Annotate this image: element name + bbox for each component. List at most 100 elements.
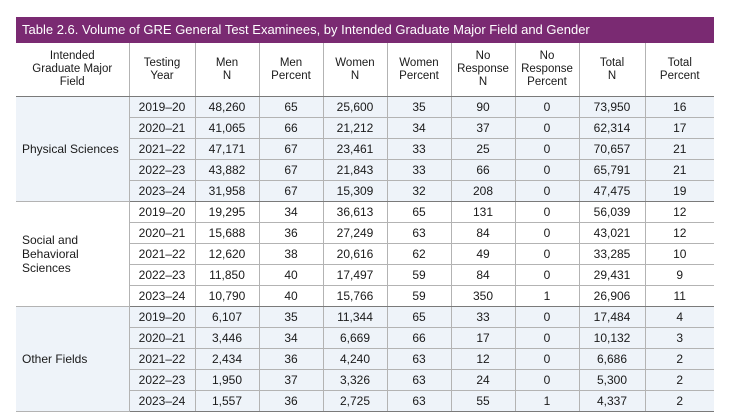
value-cell: 12,620 <box>194 243 259 265</box>
value-cell: 65 <box>386 306 451 328</box>
value-cell: 12 <box>644 201 714 223</box>
table-body: Physical Sciences 2019–20 48,260 65 25,600 35… <box>16 96 714 412</box>
value-cell: 0 <box>514 306 579 328</box>
field-cell: Social and Behavioral Sciences <box>16 201 129 307</box>
year-cell: 2019–20 <box>128 201 195 223</box>
value-cell: 0 <box>514 369 579 391</box>
table-row: Physical Sciences 2019–20 48,260 65 25,600 35… <box>16 96 714 202</box>
value-cell: 11,344 <box>322 306 387 328</box>
value-cell: 208 <box>450 180 515 202</box>
value-cell: 17,497 <box>322 264 387 286</box>
year-cell: 2020–21 <box>128 117 195 139</box>
value-cell: 33 <box>386 138 451 160</box>
field-label: Physical Sciences <box>22 142 119 156</box>
table-row: 2023–24 31,958 67 15,309 32 208 0 47,475 19 <box>16 180 714 202</box>
field-cell: Other Fields <box>16 306 129 412</box>
value-cell: 3,446 <box>194 327 259 349</box>
value-cell: 65 <box>386 201 451 223</box>
value-cell: 12 <box>644 222 714 244</box>
value-cell: 40 <box>258 264 323 286</box>
column-header-line: Graduate Major <box>32 63 113 75</box>
column-header-line: No <box>539 50 555 62</box>
field-cell: Physical Sciences <box>16 96 129 202</box>
value-cell: 15,309 <box>322 180 387 202</box>
value-cell: 11,850 <box>194 264 259 286</box>
value-cell: 49 <box>450 243 515 265</box>
value-cell: 0 <box>514 159 579 181</box>
column-header-line: Response <box>457 63 509 75</box>
value-cell: 0 <box>514 201 579 223</box>
column-header: No Response N <box>450 43 515 97</box>
value-cell: 41,065 <box>194 117 259 139</box>
value-cell: 65,791 <box>578 159 645 181</box>
value-cell: 21,212 <box>322 117 387 139</box>
value-cell: 1 <box>514 390 579 412</box>
value-cell: 24 <box>450 369 515 391</box>
year-cell: 2021–22 <box>128 243 195 265</box>
value-cell: 23,461 <box>322 138 387 160</box>
value-cell: 37 <box>450 117 515 139</box>
value-cell: 15,688 <box>194 222 259 244</box>
value-cell: 6,107 <box>194 306 259 328</box>
year-cell: 2022–23 <box>128 159 195 181</box>
value-cell: 90 <box>450 96 515 118</box>
year-cell: 2021–22 <box>128 348 195 370</box>
column-header-line: No <box>475 50 491 62</box>
value-cell: 34 <box>258 327 323 349</box>
value-cell: 2 <box>644 390 714 412</box>
value-cell: 55 <box>450 390 515 412</box>
value-cell: 43,021 <box>578 222 645 244</box>
value-cell: 3 <box>644 327 714 349</box>
value-cell: 66 <box>450 159 515 181</box>
value-cell: 1 <box>514 285 579 307</box>
table-row: Social and Behavioral Sciences 2019–20 19,29… <box>16 201 714 307</box>
value-cell: 0 <box>514 348 579 370</box>
value-cell: 2,434 <box>194 348 259 370</box>
value-cell: 67 <box>258 180 323 202</box>
value-cell: 33 <box>450 306 515 328</box>
year-cell: 2023–24 <box>128 390 195 412</box>
value-cell: 25,600 <box>322 96 387 118</box>
value-cell: 66 <box>258 117 323 139</box>
value-cell: 0 <box>514 243 579 265</box>
value-cell: 56,039 <box>578 201 645 223</box>
value-cell: 36 <box>258 222 323 244</box>
table-row: 2020–21 3,446 34 6,669 66 17 0 10,132 3 <box>16 327 714 349</box>
value-cell: 67 <box>258 159 323 181</box>
value-cell: 73,950 <box>578 96 645 118</box>
column-header-line: N <box>607 69 617 82</box>
table-row: 2021–22 2,434 36 4,240 63 12 0 6,686 2 <box>16 348 714 370</box>
value-cell: 63 <box>386 369 451 391</box>
value-cell: 31,958 <box>194 180 259 202</box>
value-cell: 47,171 <box>194 138 259 160</box>
field-label: Behavioral <box>22 247 79 261</box>
column-header: Women N <box>322 43 387 97</box>
value-cell: 63 <box>386 222 451 244</box>
value-cell: 33 <box>386 159 451 181</box>
value-cell: 3,326 <box>322 369 387 391</box>
column-header: Men N <box>194 43 259 97</box>
value-cell: 4 <box>644 306 714 328</box>
table-row: 2023–24 10,790 40 15,766 59 350 1 26,906 11 <box>16 285 714 307</box>
value-cell: 32 <box>386 180 451 202</box>
column-header: Testing Year <box>128 43 195 97</box>
table-row: Other Fields 2019–20 6,107 35 11,344 65 33 0 17,… <box>16 306 714 412</box>
year-cell: 2020–21 <box>128 222 195 244</box>
value-cell: 27,249 <box>322 222 387 244</box>
column-header: Total Percent <box>644 43 714 97</box>
value-cell: 15,766 <box>322 285 387 307</box>
value-cell: 17 <box>644 117 714 139</box>
value-cell: 9 <box>644 264 714 286</box>
table-row: 2022–23 1,950 37 3,326 63 24 0 5,300 2 <box>16 369 714 391</box>
value-cell: 25 <box>450 138 515 160</box>
year-cell: 2022–23 <box>128 369 195 391</box>
column-header-line: Year <box>150 69 174 82</box>
column-header-line: N <box>478 76 488 88</box>
column-header-line: Men <box>215 56 239 69</box>
value-cell: 36 <box>258 348 323 370</box>
value-cell: 0 <box>514 96 579 118</box>
value-cell: 11 <box>644 285 714 307</box>
column-header-line: Women <box>335 56 375 69</box>
value-cell: 16 <box>644 96 714 118</box>
value-cell: 35 <box>258 306 323 328</box>
